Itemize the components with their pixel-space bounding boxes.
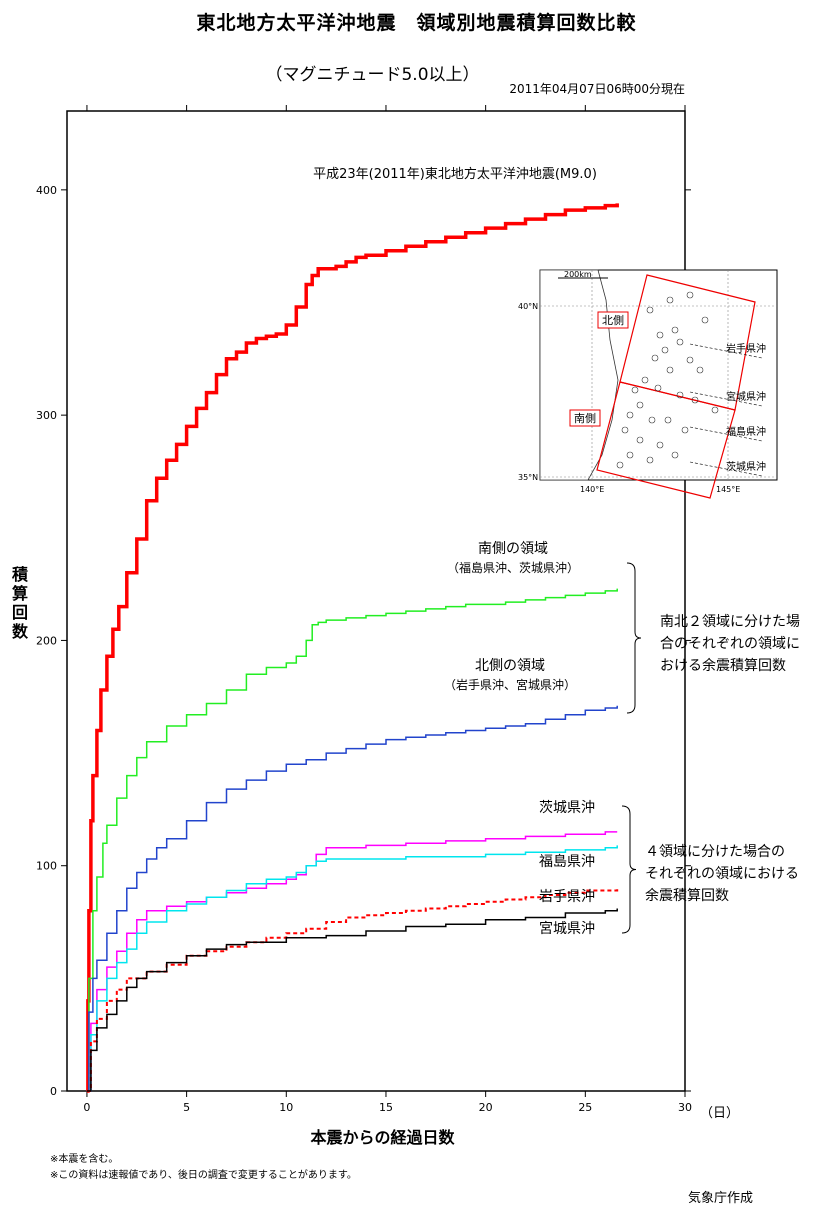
series-line-5: [86, 888, 619, 1092]
inset-epicenter: [626, 411, 634, 419]
inset-region-line: [689, 426, 763, 442]
y-axis-label: 積算回数: [11, 565, 28, 641]
inset-epicenter: [686, 356, 694, 364]
y-tick-label: 200: [36, 634, 57, 647]
inset-region-label: 福島県沖: [726, 425, 766, 438]
label-north-title: 北側の領域: [475, 657, 545, 674]
inset-south-label: 南側: [574, 412, 596, 425]
label-north-sub: （岩手県沖、宮城県沖）: [444, 677, 576, 692]
brace-two-regions: [626, 562, 642, 714]
inset-region-label: 宮城県沖: [726, 390, 766, 403]
inset-epicenter: [631, 386, 639, 394]
series-line-0: [86, 203, 619, 1093]
label-miyagi: 宮城県沖: [539, 921, 595, 937]
inset-epicenter: [654, 384, 662, 392]
inset-epicenter: [696, 366, 704, 374]
inset-epicenter: [648, 416, 656, 424]
inset-south-box: [596, 381, 736, 499]
series-line-2: [86, 705, 618, 1092]
timestamp: 2011年04月07日06時00分現在: [509, 82, 685, 96]
x-tick-label: 0: [83, 1101, 90, 1114]
x-tick-label: 20: [479, 1101, 493, 1114]
four-region-note: ４領域に分けた場合の それぞれの領域における 余震積算回数: [645, 841, 799, 907]
inset-epicenter: [646, 306, 654, 314]
inset-epicenter: [621, 426, 629, 434]
x-axis-unit: （日）: [700, 1106, 740, 1121]
inset-south-label-box: [569, 409, 601, 427]
page-title: 東北地方太平洋沖地震 領域別地震積算回数比較: [196, 12, 637, 34]
inset-lon-label: 145°E: [716, 485, 740, 494]
inset-region-line: [689, 343, 763, 359]
inset-epicenter: [664, 416, 672, 424]
x-tick-label: 25: [578, 1101, 592, 1114]
inset-epicenter: [671, 326, 679, 334]
x-tick-label: 15: [379, 1101, 393, 1114]
inset-region-line: [689, 391, 763, 407]
inset-epicenter: [701, 316, 709, 324]
four-region-note-line: 余震積算回数: [645, 888, 729, 904]
inset-epicenter: [661, 346, 669, 354]
inset-epicenter: [646, 456, 654, 464]
inset-epicenter: [676, 338, 684, 346]
x-tick-label: 10: [279, 1101, 293, 1114]
y-tick-label: 400: [36, 184, 57, 197]
inset-region-label: 茨城県沖: [726, 460, 766, 473]
x-axis-label: 本震からの経過日数: [310, 1128, 455, 1147]
label-south-sub: （福島県沖、茨城県沖）: [447, 560, 579, 575]
inset-north-label: 北側: [602, 314, 624, 327]
inset-epicenter: [676, 391, 684, 399]
inset-epicenter: [666, 296, 674, 304]
inset-epicenter: [666, 366, 674, 374]
x-tick-label: 5: [183, 1101, 190, 1114]
inset-region-label: 岩手県沖: [726, 342, 766, 355]
inset-epicenter: [636, 401, 644, 409]
footnote-2: ※この資料は速報値であり、後日の調査で変更することがあります。: [50, 1170, 357, 1181]
series-line-3: [86, 831, 618, 1092]
series-line-4: [86, 845, 618, 1092]
inset-epicenter: [711, 406, 719, 414]
inset-scale-label: 200km: [564, 270, 592, 279]
y-tick-label: 100: [36, 860, 57, 873]
inset-region-line: [689, 461, 763, 477]
series-line-1: [86, 588, 618, 1092]
label-m9: 平成23年(2011年)東北地方太平洋沖地震(M9.0): [313, 166, 597, 182]
page-subtitle: （マグニチュード5.0以上）: [265, 65, 480, 85]
four-region-note-line: ４領域に分けた場合の: [645, 844, 785, 860]
inset-lat-label: 35°N: [518, 473, 538, 482]
inset-epicenter: [686, 291, 694, 299]
credit: 気象庁作成: [688, 1191, 754, 1206]
inset-epicenter: [626, 451, 634, 459]
inset-epicenter: [691, 396, 699, 404]
brace-four-regions: [621, 805, 637, 934]
two-region-note-line: 南北２領域に分けた場: [660, 614, 800, 630]
label-fukushima: 福島県沖: [539, 854, 595, 870]
inset-lon-label: 140°E: [580, 485, 604, 494]
inset-epicenter: [636, 436, 644, 444]
plot-frame: [66, 110, 686, 1092]
inset-epicenter: [616, 461, 624, 469]
label-ibaraki: 茨城県沖: [539, 800, 595, 816]
x-tick-label: 30: [678, 1101, 692, 1114]
inset-epicenter: [651, 354, 659, 362]
series-line-6: [86, 908, 618, 1092]
inset-lat-label: 40°N: [518, 302, 538, 311]
inset-epicenter: [681, 426, 689, 434]
two-region-note-line: おける余震積算回数: [660, 658, 786, 674]
label-south-title: 南側の領域: [478, 540, 548, 557]
inset-north-label-box: [597, 311, 629, 329]
label-iwate: 岩手県沖: [539, 889, 595, 905]
inset-epicenter: [641, 376, 649, 384]
y-tick-label: 300: [36, 409, 57, 422]
four-region-note-line: それぞれの領域における: [645, 866, 799, 882]
footnote-1: ※本震を含む。: [50, 1154, 119, 1165]
inset-epicenter: [656, 331, 664, 339]
two-region-note-line: 合のそれぞれの領域に: [660, 636, 800, 652]
two-region-note: 南北２領域に分けた場 合のそれぞれの領域に おける余震積算回数: [660, 611, 800, 677]
inset-epicenter: [671, 451, 679, 459]
y-tick-label: 0: [50, 1085, 57, 1098]
inset-epicenter: [656, 441, 664, 449]
